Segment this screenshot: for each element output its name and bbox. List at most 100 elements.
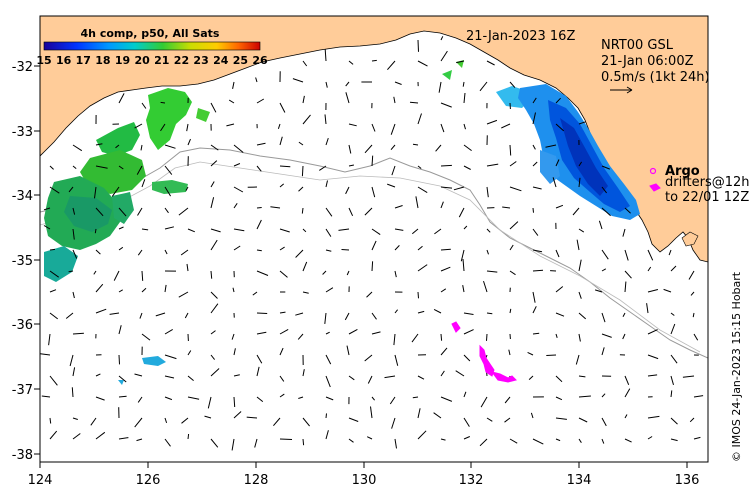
- current-vector: [279, 183, 285, 188]
- current-vector: [509, 186, 522, 192]
- current-vector: [624, 270, 632, 279]
- current-vector: [178, 207, 189, 216]
- current-vector: [255, 77, 258, 83]
- current-vector: [480, 396, 488, 408]
- current-vector: [555, 333, 558, 338]
- current-vector: [440, 288, 447, 293]
- drifter-legend-marker: [649, 183, 661, 192]
- currents-product: NRT00 GSL: [601, 38, 674, 53]
- colorbar-tick-label: 21: [154, 54, 169, 67]
- current-vector: [279, 347, 284, 356]
- current-vector: [371, 312, 377, 320]
- current-vector: [277, 123, 281, 129]
- current-vector: [647, 266, 652, 272]
- current-vector: [134, 417, 143, 428]
- current-vector: [486, 333, 488, 341]
- current-vector: [279, 102, 286, 113]
- current-vector: [93, 270, 97, 275]
- current-vector: [486, 249, 489, 255]
- current-vector: [185, 186, 189, 191]
- current-vector: [279, 165, 291, 168]
- current-vector: [344, 312, 350, 321]
- current-vector: [370, 406, 373, 419]
- current-vector: [555, 159, 560, 167]
- current-vector: [72, 367, 76, 377]
- current-vector: [298, 396, 304, 399]
- current-vector: [508, 349, 511, 356]
- current-vector: [49, 312, 59, 320]
- current-vector: [532, 332, 540, 335]
- current-vector: [246, 416, 258, 419]
- current-vector: [325, 207, 333, 217]
- currents-time: 21-Jan 06:00Z: [601, 54, 694, 69]
- current-vector: [279, 228, 290, 233]
- current-vector: [348, 60, 354, 65]
- current-vector: [297, 333, 304, 340]
- current-vector: [646, 303, 649, 314]
- current-vector: [325, 375, 331, 388]
- current-vector: [210, 330, 216, 335]
- current-vector: [325, 249, 332, 252]
- current-vector: [68, 270, 74, 273]
- current-vector: [210, 160, 218, 167]
- current-vector: [279, 393, 285, 398]
- current-vector: [325, 180, 328, 188]
- current-vector: [601, 393, 606, 398]
- current-vector: [72, 207, 76, 215]
- current-vector: [256, 165, 262, 172]
- drifters-label-1: drifters@12h: [665, 175, 750, 190]
- land-mass: [40, 16, 708, 263]
- colorbar-tick-label: 17: [76, 54, 91, 67]
- current-vector: [578, 312, 587, 320]
- current-vector: [118, 93, 125, 104]
- current-vector: [394, 309, 398, 314]
- current-vector: [256, 98, 265, 104]
- current-vector: [155, 312, 166, 317]
- imos-credit: © IMOS 24-Jan-2023 15:15 Hobart: [730, 271, 743, 462]
- current-vector: [601, 165, 610, 170]
- current-vector: [204, 415, 212, 419]
- current-vector: [187, 396, 200, 400]
- current-vector: [509, 270, 516, 276]
- current-vector: [72, 228, 75, 240]
- current-vector: [232, 81, 235, 89]
- current-vector: [348, 328, 358, 335]
- current-vector: [187, 375, 194, 381]
- current-vector: [348, 144, 352, 154]
- current-vector: [366, 291, 373, 298]
- current-vector: [417, 264, 428, 272]
- current-vector: [228, 99, 235, 104]
- current-vector: [624, 281, 627, 293]
- current-vector: [371, 261, 374, 272]
- current-vector: [394, 205, 403, 209]
- current-vector: [164, 328, 173, 335]
- current-vector: [555, 249, 560, 258]
- current-vector: [417, 310, 425, 314]
- current-vector: [601, 312, 606, 323]
- current-vector: [94, 186, 97, 199]
- current-vector: [49, 165, 54, 170]
- current-vector: [164, 396, 173, 401]
- lon-label: 132: [459, 473, 484, 488]
- current-vector: [256, 396, 264, 402]
- current-vector: [302, 228, 307, 233]
- current-vector: [624, 438, 632, 443]
- current-vector: [325, 413, 327, 419]
- current-vector: [302, 369, 305, 377]
- current-vector: [393, 333, 396, 346]
- current-vector: [417, 375, 425, 380]
- current-vector: [95, 396, 105, 401]
- current-vector: [371, 123, 376, 132]
- current-vector: [394, 81, 402, 85]
- current-vector: [298, 186, 304, 192]
- current-vector: [256, 366, 260, 377]
- current-vector: [393, 96, 396, 104]
- current-vector: [279, 328, 289, 335]
- current-vector: [387, 60, 396, 71]
- map-datetime: 21-Jan-2023 16Z: [466, 29, 575, 44]
- current-vector: [670, 390, 673, 398]
- longitude-axis: 124 126 128 130 132 134 136: [28, 473, 700, 488]
- current-vector: [210, 291, 218, 299]
- current-vector: [417, 39, 419, 52]
- current-vector: [90, 417, 97, 426]
